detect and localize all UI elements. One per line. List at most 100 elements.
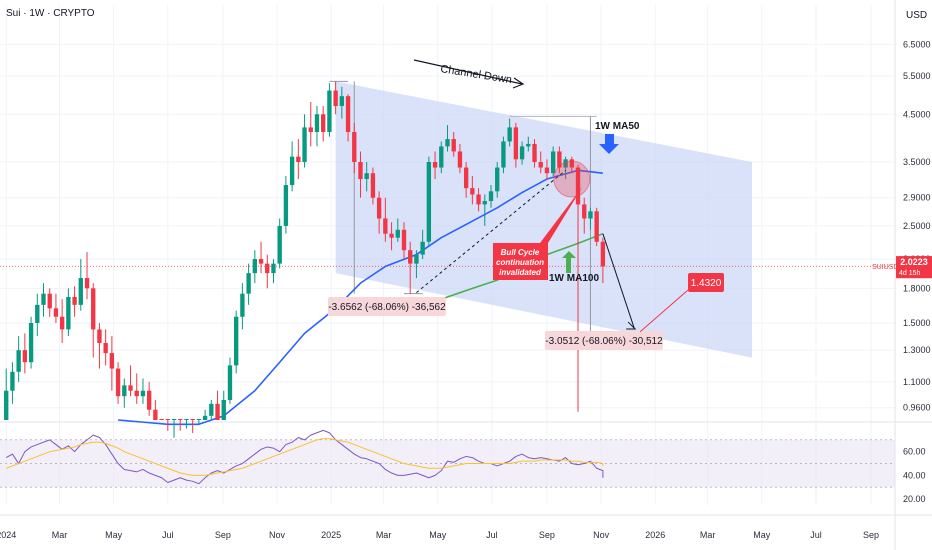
candle-body [364, 173, 369, 180]
candle-body [526, 143, 531, 147]
drop2-label: -3.0512 (-68.06%) -30,512 [545, 336, 663, 347]
candle-body [72, 296, 77, 305]
candle-body [146, 390, 152, 410]
candle-body [234, 316, 239, 366]
candle-body [78, 278, 83, 305]
channel-arrow-head [512, 77, 525, 89]
candle-body [215, 403, 220, 420]
candle-body [550, 151, 556, 174]
currency-label: USD [906, 10, 927, 21]
price-value-box [896, 256, 932, 268]
candle-body [501, 141, 506, 168]
candle-body [53, 308, 59, 317]
price-tick-label: 1.5000 [903, 318, 931, 328]
price-tick-label: 4.5000 [903, 109, 931, 119]
bull-callout-line: continuation [496, 258, 544, 267]
time-tick-label: Sep [215, 530, 231, 540]
candle-body [171, 419, 177, 420]
candle-body [59, 316, 65, 330]
time-tick-label: Sep [863, 530, 879, 540]
candle-body [16, 350, 21, 372]
candle-body [439, 146, 444, 168]
candle-body [109, 353, 115, 369]
candle-body [28, 322, 34, 363]
candle-body [513, 127, 519, 160]
candle-body [66, 296, 71, 330]
candle-body [476, 194, 481, 205]
rsi-ma-line [6, 438, 604, 476]
time-tick-label: 2024 [0, 530, 16, 540]
candle-body [532, 143, 537, 163]
time-tick-label: 2026 [645, 530, 665, 540]
support-trendline [416, 169, 566, 293]
candle-body [47, 293, 52, 309]
ma100-label: 1W MA100 [549, 273, 599, 284]
candle-body [582, 204, 587, 219]
candle-body [414, 254, 419, 264]
candle-body [227, 365, 233, 400]
rsi-tick-label: 40.00 [903, 470, 926, 480]
time-tick-label: Nov [593, 530, 610, 540]
candle-body [283, 185, 289, 226]
candle-body [395, 229, 400, 238]
candle-body [252, 259, 258, 274]
candle-body [408, 250, 413, 264]
candle-body [376, 197, 382, 219]
price-tick-label: 2.9000 [903, 193, 931, 203]
price-tick-label: 1.8000 [903, 283, 931, 293]
bull-callout-line: invalidated [499, 268, 542, 277]
time-tick-label: May [429, 530, 447, 540]
time-tick-label: Nov [269, 530, 286, 540]
candle-body [258, 259, 264, 264]
candle-body [445, 139, 450, 147]
candle-body [97, 329, 102, 343]
price-badge-countdown: 4d 15h [899, 270, 921, 277]
chart-title: Sui · 1W · CRYPTO [6, 8, 95, 19]
time-tick-label: 2025 [321, 530, 341, 540]
candle-body [202, 415, 208, 420]
drop1-label: -3.6562 (-68.06%) -36,562 [328, 302, 446, 313]
time-tick-label: Mar [52, 530, 68, 540]
candle-body [333, 90, 338, 107]
candle-body [122, 385, 127, 397]
candle-body [383, 218, 388, 234]
candle-body [488, 191, 494, 202]
candle-body [221, 399, 226, 420]
candle-body [271, 263, 276, 274]
price-tick-label: 6.5000 [903, 39, 931, 49]
time-tick-label: Jul [486, 530, 498, 540]
candle-body [426, 162, 432, 242]
candle-body [4, 390, 9, 420]
candle-body [327, 90, 332, 132]
rsi-line [5, 429, 604, 485]
candle-body [277, 225, 282, 264]
candle-body [563, 159, 568, 168]
candle-body [544, 167, 550, 174]
projection-line [602, 233, 635, 329]
candle-body [575, 167, 581, 205]
target-box [688, 273, 724, 292]
candle-body [463, 167, 469, 189]
candle-body [35, 304, 40, 323]
candle-body [569, 159, 574, 168]
candle-body [519, 146, 525, 160]
time-tick-label: May [105, 530, 123, 540]
candle-body [457, 151, 463, 168]
candle-body [41, 293, 46, 305]
time-tick-label: Jul [162, 530, 174, 540]
candle-body [178, 419, 183, 420]
candles [4, 81, 606, 438]
time-tick-label: May [753, 530, 771, 540]
time-tick-label: Mar [376, 530, 392, 540]
price-tick-label: 2.5000 [903, 221, 931, 231]
candle-body [432, 162, 438, 168]
candle-body [91, 288, 96, 330]
candle-body [389, 233, 394, 238]
candle-body [22, 350, 28, 363]
candle-body [134, 390, 139, 397]
rsi-tick-label: 20.00 [903, 494, 926, 504]
candle-body [10, 371, 15, 391]
price-value: 2.0223 [900, 257, 928, 267]
candle-body [115, 368, 121, 397]
breakdown-circle [553, 160, 591, 198]
